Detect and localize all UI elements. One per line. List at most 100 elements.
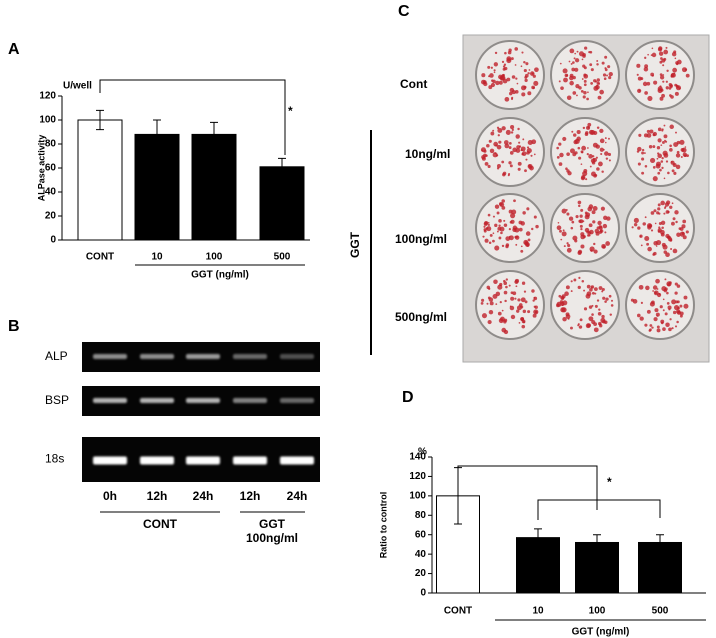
stain <box>604 151 609 156</box>
stain <box>480 302 484 305</box>
stain <box>652 290 654 292</box>
stain <box>521 281 526 285</box>
stain <box>647 53 649 56</box>
stain <box>671 327 674 330</box>
stain <box>641 151 645 155</box>
stain <box>666 69 669 72</box>
stain <box>669 205 673 209</box>
stain <box>609 313 612 316</box>
stain <box>599 147 604 152</box>
gel-band <box>233 398 267 403</box>
stain <box>574 151 578 155</box>
stain <box>646 129 650 134</box>
stain <box>685 230 689 234</box>
stain <box>522 211 526 215</box>
stain <box>530 154 533 157</box>
stain <box>663 124 666 127</box>
stain <box>675 61 679 65</box>
stain <box>566 247 572 253</box>
stain <box>647 246 652 252</box>
stain <box>676 320 679 324</box>
y-tick-label: 40 <box>415 549 427 560</box>
stain <box>508 228 511 231</box>
stain <box>486 144 490 148</box>
stain <box>590 158 596 164</box>
stain <box>598 308 601 311</box>
stain <box>677 306 680 310</box>
stain <box>531 139 537 145</box>
stain <box>497 311 502 316</box>
stain <box>657 203 661 207</box>
stain <box>593 322 598 327</box>
stain <box>607 65 611 69</box>
lane-label: 24h <box>193 489 214 503</box>
stain <box>497 134 500 137</box>
stain <box>652 285 658 290</box>
row-label: 500ng/ml <box>395 310 447 324</box>
annotation: * <box>288 104 293 118</box>
stain <box>498 202 503 206</box>
error-bar <box>656 534 664 551</box>
stain <box>641 148 645 152</box>
stain <box>587 233 590 237</box>
stain <box>602 223 608 229</box>
stain <box>604 137 607 140</box>
stain <box>637 76 642 81</box>
stain <box>577 146 581 150</box>
stain <box>487 65 491 69</box>
stain <box>594 228 600 234</box>
stain <box>487 296 491 300</box>
stain <box>652 133 656 137</box>
stain <box>589 63 593 67</box>
stain <box>580 244 585 249</box>
stain <box>509 220 513 224</box>
stain <box>508 141 512 145</box>
stain <box>641 157 645 161</box>
stain <box>522 138 525 141</box>
stain <box>652 145 656 149</box>
stain <box>665 252 670 258</box>
stain <box>653 251 657 256</box>
stain <box>515 134 520 139</box>
stain <box>500 75 506 81</box>
stain <box>602 245 606 249</box>
stain <box>604 67 607 70</box>
stain <box>493 279 498 284</box>
stain <box>508 235 511 238</box>
stain <box>601 61 605 65</box>
stain <box>604 231 607 234</box>
stain <box>580 163 583 165</box>
stain <box>523 60 526 64</box>
stain <box>520 146 526 152</box>
stain <box>501 244 505 248</box>
stain <box>661 93 665 98</box>
stain <box>518 322 521 324</box>
row-label: Cont <box>400 77 427 91</box>
stain <box>649 129 654 134</box>
stain <box>674 291 678 295</box>
stain <box>661 226 664 230</box>
stain <box>665 322 670 328</box>
stain <box>560 86 564 90</box>
stain <box>565 285 570 290</box>
stain <box>557 221 560 224</box>
stain <box>650 157 656 164</box>
stain <box>579 219 584 224</box>
stain <box>507 174 510 177</box>
stain <box>667 210 670 214</box>
stain <box>660 144 663 147</box>
stain <box>560 301 565 307</box>
stain <box>492 79 496 84</box>
stain <box>574 67 579 72</box>
stain <box>524 300 528 304</box>
stain <box>487 320 492 325</box>
stain <box>510 291 514 295</box>
x-tick-label: 100 <box>589 606 606 617</box>
stain <box>574 58 580 63</box>
stain <box>578 86 582 90</box>
stain <box>597 311 602 316</box>
stain <box>598 82 601 85</box>
stain <box>666 301 670 305</box>
stain <box>499 316 505 322</box>
stain <box>591 171 596 177</box>
